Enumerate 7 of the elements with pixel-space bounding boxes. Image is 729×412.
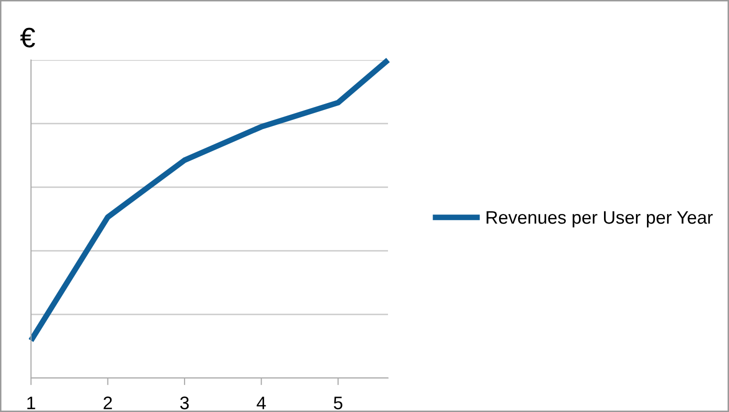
x-tick-label: 2 (104, 396, 112, 410)
x-tick-label: 5 (334, 396, 342, 410)
x-tick-label: 1 (27, 396, 36, 410)
legend-label: Revenues per User per Year (486, 211, 713, 228)
x-tick-label: 3 (180, 396, 189, 410)
y-axis-title: € (20, 28, 36, 48)
x-tick-label: 4 (256, 396, 266, 410)
